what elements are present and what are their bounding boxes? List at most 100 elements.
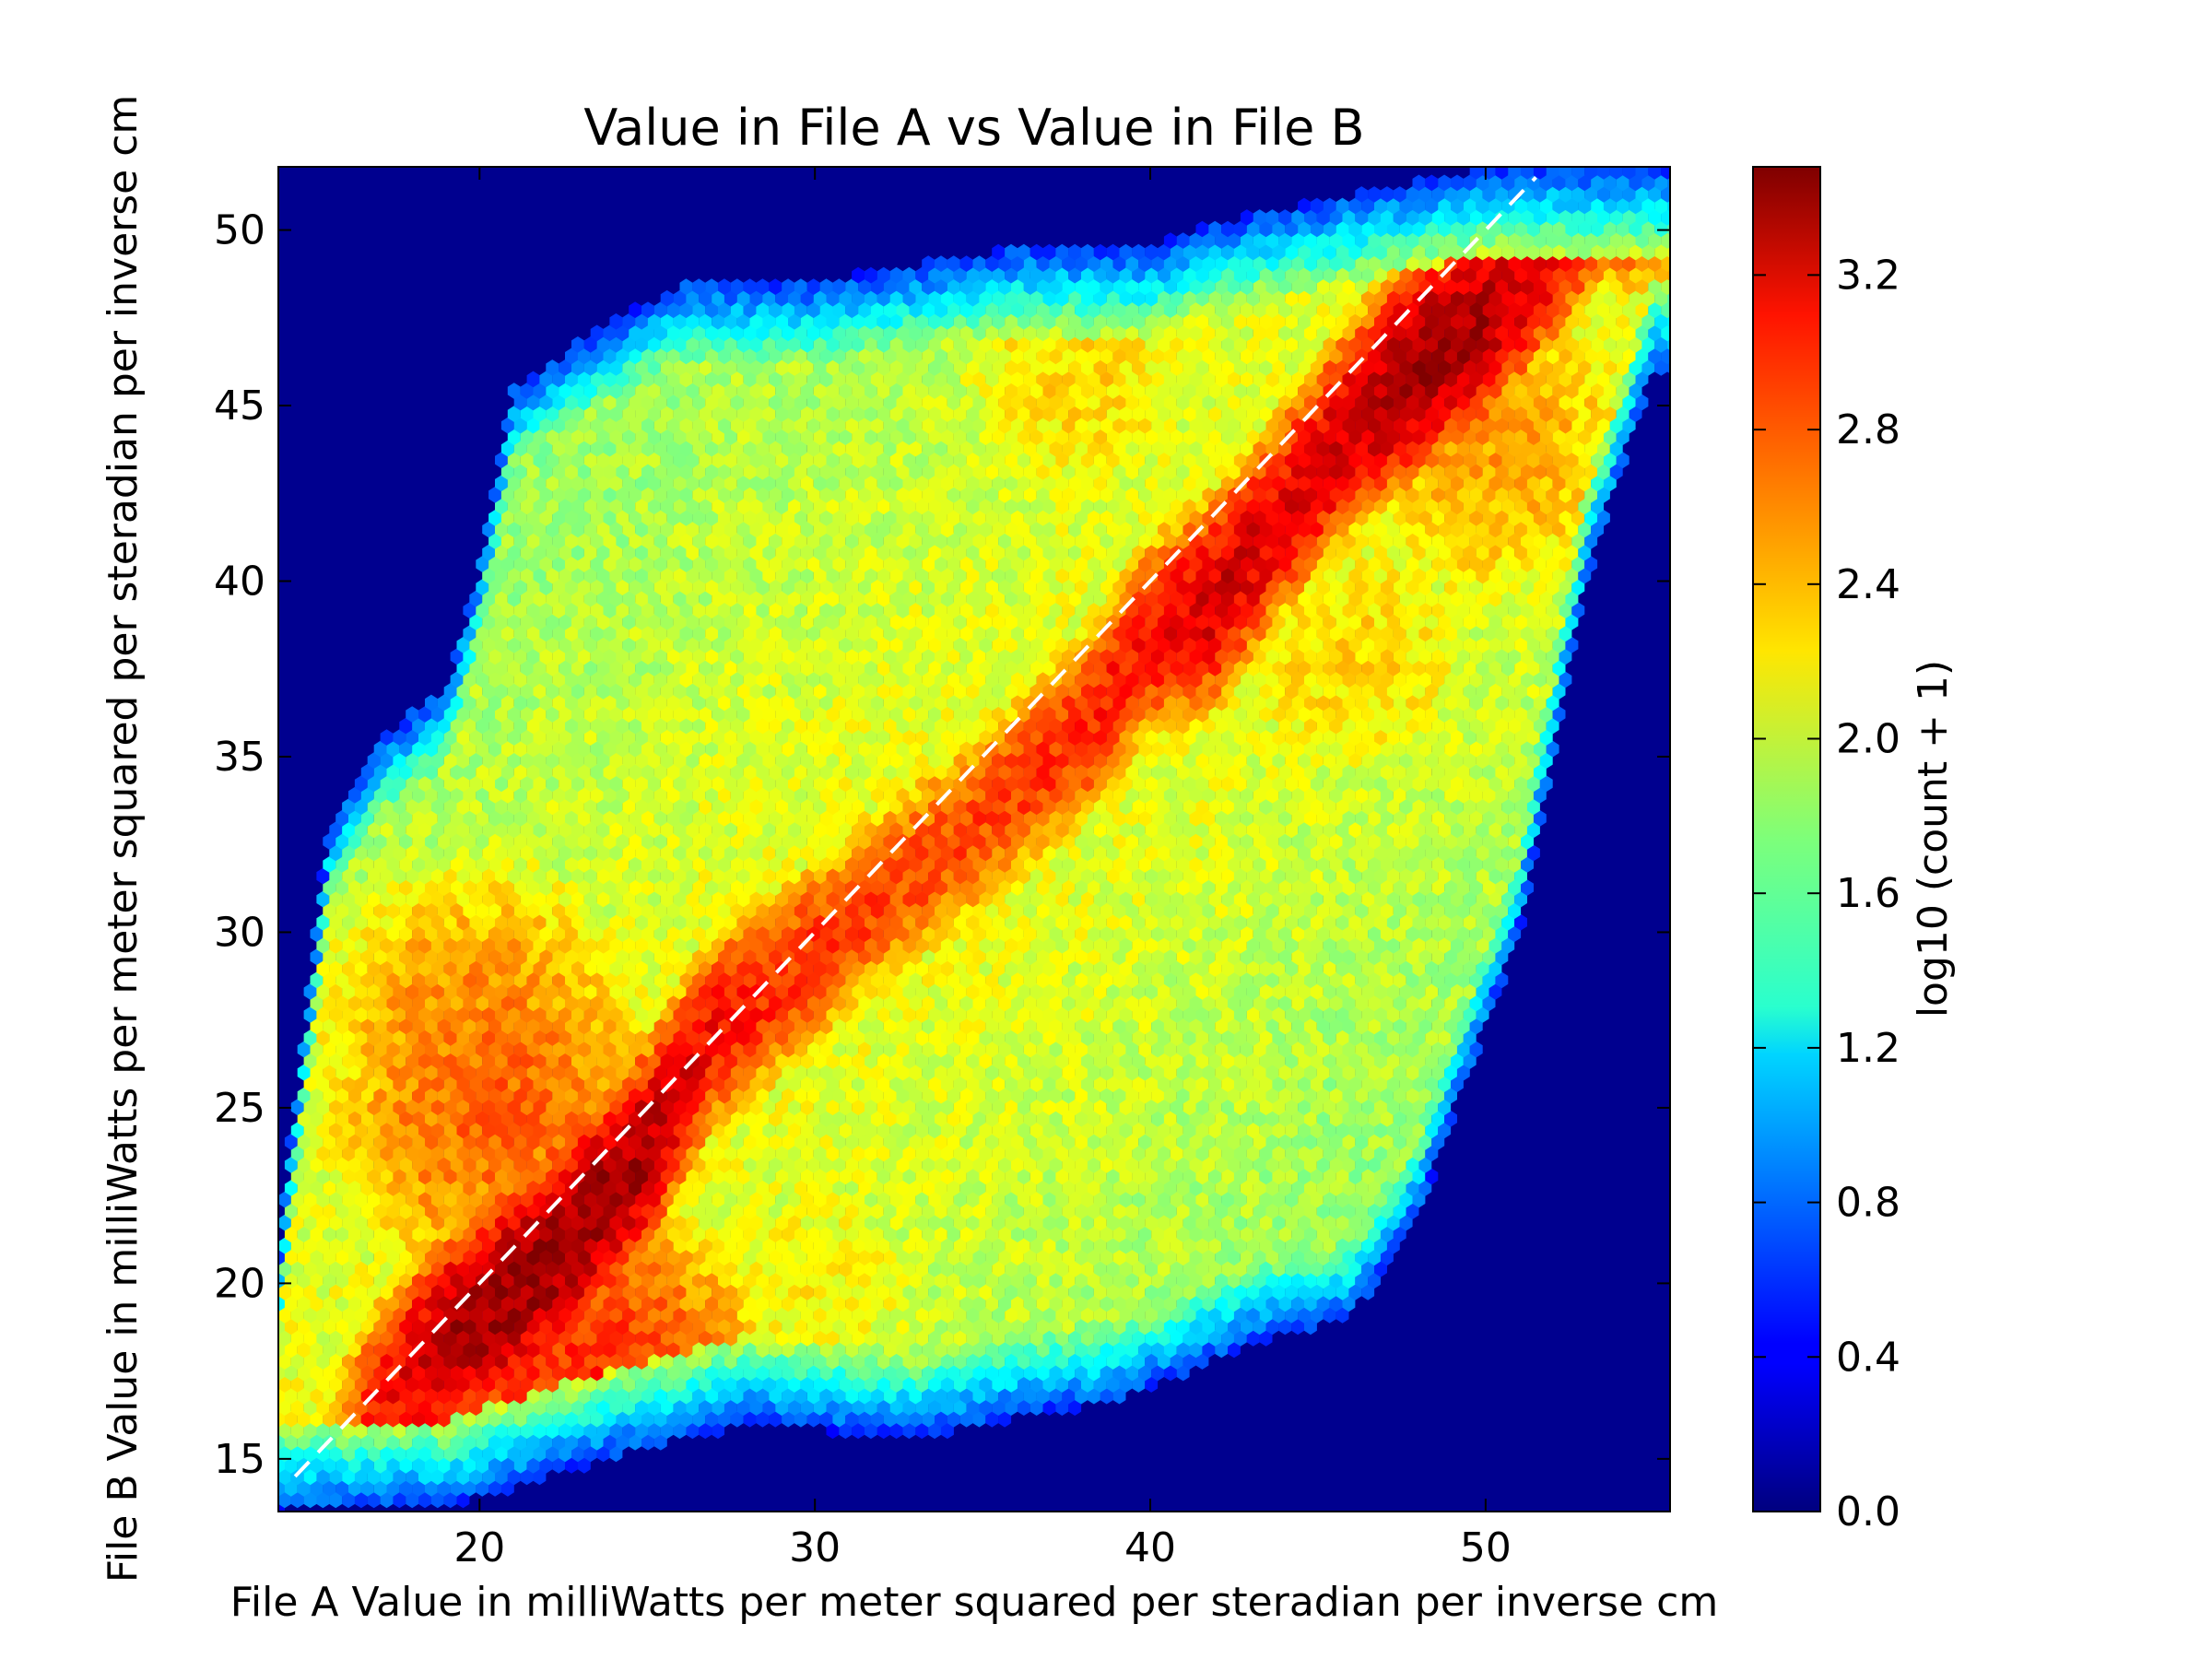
hex-cell [1042,1353,1056,1370]
hex-cell [1195,1353,1209,1370]
hex-cell [342,1468,355,1486]
hex-cell [596,1445,610,1463]
hex-cell [418,1491,431,1509]
hex-cell [335,1387,349,1405]
hex-cell [310,1341,324,1359]
hex-cell [940,1399,954,1416]
hex-cell [526,1364,540,1382]
hex-cell [686,1399,700,1416]
hex-cell [533,1353,547,1370]
hex-cell [686,1422,700,1440]
hex-cell [430,1353,444,1370]
hex-cell [533,1468,547,1486]
hex-cell [673,1399,687,1416]
hex-cell [806,1364,820,1382]
hex-cell [940,1422,954,1440]
hex-cell [526,1341,540,1359]
hex-cell [290,1376,304,1393]
hex-cell [603,1410,617,1428]
hex-cell [418,1468,431,1486]
hex-cell [399,1341,413,1359]
hex-cell [386,1387,400,1405]
hex-cell [329,1445,343,1463]
hex-cell [616,1341,629,1359]
hex-cell [730,1387,744,1405]
hex-cell [705,1341,719,1359]
hex-cell [705,1364,719,1382]
hex-cell [354,1491,368,1509]
hex-cell [469,1353,483,1370]
hex-cell [743,1364,757,1382]
hex-cell [896,1341,910,1359]
hex-cell [647,1376,661,1393]
hex-cell [998,1387,1012,1405]
hex-cell [360,1364,374,1382]
hex-cell [928,1422,941,1440]
hex-cell [915,1376,929,1393]
hex-cell [953,1376,967,1393]
hex-cell [782,1410,794,1428]
hex-cell [647,1399,661,1416]
hex-cell [1125,1364,1139,1382]
hex-cell [546,1399,559,1416]
hex-cell [418,1422,431,1440]
hex-cell [819,1387,833,1405]
hex-cell [865,1353,877,1370]
hex-cell [699,1399,712,1416]
hex-cell [928,1399,941,1416]
hex-cell [839,1422,853,1440]
hex-cell [412,1364,426,1382]
hex-cell [762,1376,776,1393]
hex-cell [559,1376,572,1393]
hex-cell [488,1364,501,1382]
hex-cell [278,1376,291,1393]
hex-cell [806,1341,820,1359]
hex-cell [284,1341,298,1359]
hex-cell [463,1457,477,1474]
hex-cell [819,1410,833,1428]
hex-cell [590,1433,604,1451]
hex-cell [316,1468,330,1486]
hex-cell [380,1399,394,1416]
hex-cell [310,1410,324,1428]
hex-cell [380,1422,394,1440]
hex-cell [495,1376,508,1393]
hex-cell [928,1376,941,1393]
hex-cell [437,1341,451,1359]
hex-cell [354,1353,368,1370]
hex-cell [348,1387,361,1405]
hex-cell [603,1364,617,1382]
hex-cell [769,1387,782,1405]
hex-cell [354,1330,368,1347]
hex-cell [705,1387,719,1405]
hex-cell [775,1399,789,1416]
hex-cell [323,1341,336,1359]
hex-cell [1011,1364,1024,1382]
hex-cell [546,1330,559,1347]
hex-cell [641,1364,654,1382]
hex-cell [406,1491,419,1509]
hex-cell [629,1341,642,1359]
hex-cell [437,1433,451,1451]
hex-cell [430,1376,444,1393]
hex-cell [1075,1364,1088,1382]
hex-cell [641,1387,654,1405]
hex-cell [297,1364,311,1382]
hex-cell [883,1364,897,1382]
hex-cell [430,1399,444,1416]
hex-cell [775,1353,789,1370]
hex-cell [629,1364,642,1382]
hex-cell [959,1410,973,1428]
hex-cell [1036,1387,1050,1405]
hex-cell [922,1410,935,1428]
hex-cell [507,1376,521,1393]
hex-cell [393,1445,406,1463]
hex-cell [660,1353,674,1370]
hex-cell [360,1480,374,1497]
hex-cell [915,1399,929,1416]
hex-cell [922,1387,935,1405]
hex-cell [482,1376,496,1393]
hex-cell [430,1445,444,1463]
hex-cell [513,1457,527,1474]
